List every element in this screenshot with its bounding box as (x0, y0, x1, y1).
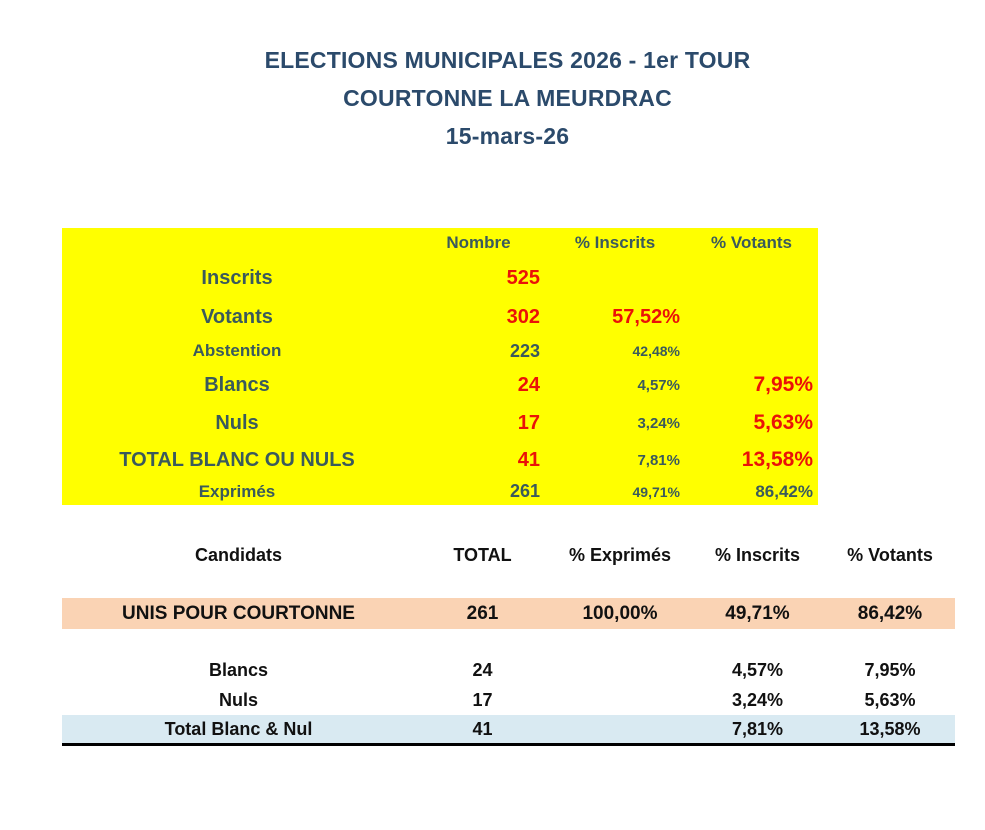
row-pct-votants: 7,95% (753, 373, 813, 396)
row-label: Votants (201, 305, 273, 328)
title-line-date: 15-mars-26 (445, 123, 570, 149)
row-label: Exprimés (198, 481, 276, 501)
summary-row-total-blanc-nuls: TOTAL BLANC OU NULS 41 7,81% 13,58% (62, 442, 818, 478)
candidates-row-total-blanc-nul: Total Blanc & Nul 41 7,81% 13,58% (62, 715, 955, 746)
row-pct-inscrits: 4,57% (637, 376, 680, 394)
summary-header-pct-inscrits: % Inscrits (574, 233, 656, 252)
header-pct-inscrits: % Inscrits (714, 544, 801, 565)
row-pct-votants: 7,95% (864, 659, 916, 680)
row-pct-inscrits: 7,81% (731, 718, 784, 739)
candidates-header-row: Candidats TOTAL % Exprimés % Inscrits % … (62, 541, 955, 569)
row-nombre: 41 (517, 448, 540, 471)
header-pct-votants: % Votants (847, 544, 933, 565)
row-pct-inscrits: 7,81% (637, 451, 680, 469)
summary-row-exprimes: Exprimés 261 49,71% 86,42% (62, 478, 818, 505)
title-line-commune: COURTONNE LA MEURDRAC (343, 85, 672, 111)
spacer (62, 629, 955, 655)
candidate-total: 261 (466, 602, 499, 624)
row-nombre: 24 (517, 373, 540, 396)
header-pct-exprimes: % Exprimés (568, 544, 672, 565)
row-label: Total Blanc & Nul (164, 718, 313, 739)
row-label: Blancs (204, 373, 270, 396)
summary-row-blancs: Blancs 24 4,57% 7,95% (62, 366, 818, 404)
candidate-pct-inscrits: 49,71% (725, 602, 790, 624)
summary-header-nombre: Nombre (446, 233, 511, 252)
summary-row-abstention: Abstention 223 42,48% (62, 336, 818, 366)
candidate-name: UNIS POUR COURTONNE (122, 602, 355, 624)
candidate-row-unis-pour-courtonne: UNIS POUR COURTONNE 261 100,00% 49,71% 8… (62, 598, 955, 629)
row-pct-votants: 5,63% (753, 411, 813, 434)
row-pct-inscrits: 4,57% (731, 659, 784, 680)
row-pct-inscrits: 3,24% (731, 689, 784, 710)
report-title: ELECTIONS MUNICIPALES 2026 - 1er TOUR CO… (30, 41, 985, 155)
title-line-election: ELECTIONS MUNICIPALES 2026 - 1er TOUR (264, 47, 751, 73)
row-label: Abstention (192, 341, 282, 360)
row-nombre: 302 (506, 305, 540, 328)
row-nombre: 261 (509, 481, 540, 501)
row-label: Inscrits (201, 266, 273, 289)
header-candidats: Candidats (194, 544, 282, 565)
candidates-row-nuls: Nuls 17 3,24% 5,63% (62, 685, 955, 715)
row-pct-inscrits: 49,71% (632, 483, 680, 500)
row-nombre: 525 (506, 266, 540, 289)
row-label: Blancs (208, 659, 269, 680)
row-pct-votants: 13,58% (741, 448, 813, 471)
summary-row-nuls: Nuls 17 3,24% 5,63% (62, 404, 818, 442)
row-pct-inscrits: 42,48% (632, 343, 680, 359)
row-total: 24 (472, 659, 493, 680)
summary-table: Nombre % Inscrits % Votants Inscrits 525… (62, 228, 818, 505)
row-total: 17 (472, 689, 493, 710)
candidate-pct-exprimes: 100,00% (582, 602, 658, 624)
row-pct-votants: 5,63% (864, 689, 916, 710)
row-total: 41 (472, 718, 493, 739)
row-label: Nuls (215, 411, 259, 434)
row-label: TOTAL BLANC OU NULS (119, 448, 355, 471)
row-label: Nuls (218, 689, 258, 710)
row-pct-inscrits: 3,24% (637, 414, 680, 432)
row-nombre: 17 (517, 411, 540, 434)
row-pct-votants: 86,42% (755, 481, 813, 501)
header-total: TOTAL (453, 544, 512, 565)
row-nombre: 223 (509, 340, 540, 361)
summary-row-votants: Votants 302 57,52% (62, 298, 818, 336)
candidate-pct-votants: 86,42% (857, 602, 923, 624)
row-pct-inscrits: 57,52% (612, 305, 680, 328)
summary-row-inscrits: Inscrits 525 (62, 258, 818, 298)
summary-header-row: Nombre % Inscrits % Votants (62, 228, 818, 258)
spacer (62, 569, 955, 598)
row-pct-votants: 13,58% (859, 718, 921, 739)
candidates-row-blancs: Blancs 24 4,57% 7,95% (62, 655, 955, 685)
candidates-table: Candidats TOTAL % Exprimés % Inscrits % … (62, 541, 955, 746)
summary-header-pct-votants: % Votants (711, 233, 792, 252)
